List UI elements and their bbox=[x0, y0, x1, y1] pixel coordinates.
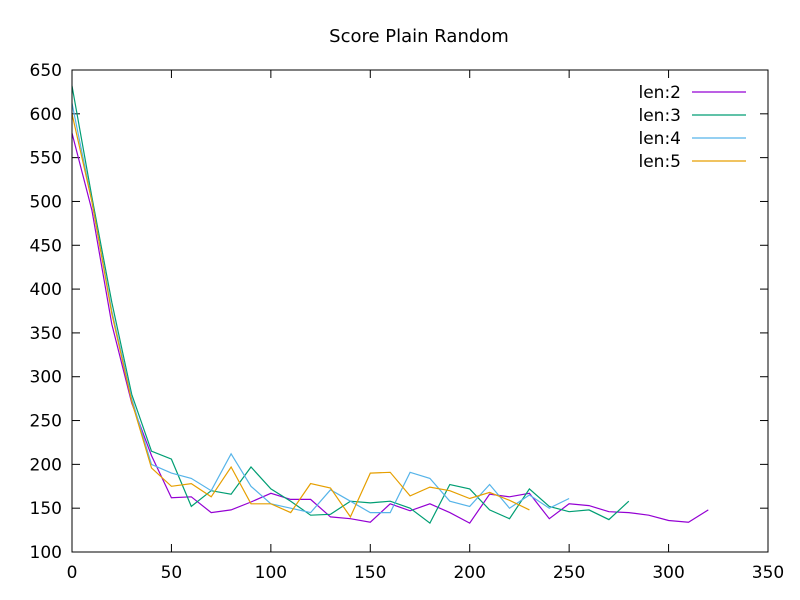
x-tick-label: 300 bbox=[652, 563, 684, 583]
series-group bbox=[71, 85, 709, 525]
y-axis: 100 150 200 250 300 350 400 450 500 550 600 650 bbox=[30, 61, 768, 563]
y-tick-label: 400 bbox=[30, 280, 62, 300]
y-tick-label: 150 bbox=[30, 499, 62, 519]
y-tick-label: 600 bbox=[30, 105, 62, 125]
y-tick-label: 650 bbox=[30, 61, 62, 81]
chart-title: Score Plain Random bbox=[329, 26, 509, 47]
y-tick-label: 550 bbox=[30, 149, 62, 169]
x-axis: 0 50 100 150 200 250 300 350 bbox=[67, 70, 784, 583]
y-tick-label: 450 bbox=[30, 236, 62, 256]
series-line-len-5 bbox=[71, 113, 530, 519]
legend-label: len:5 bbox=[639, 152, 682, 172]
x-tick-label: 0 bbox=[67, 563, 78, 583]
legend-label: len:4 bbox=[639, 129, 682, 149]
x-tick-label: 350 bbox=[752, 563, 784, 583]
x-tick-label: 150 bbox=[354, 563, 386, 583]
x-tick-label: 50 bbox=[161, 563, 183, 583]
plot-frame bbox=[71, 69, 769, 553]
y-tick-label: 500 bbox=[30, 192, 62, 212]
x-tick-label: 250 bbox=[553, 563, 585, 583]
legend-label: len:2 bbox=[639, 83, 682, 103]
x-tick-label: 200 bbox=[453, 563, 485, 583]
y-tick-label: 100 bbox=[30, 543, 62, 563]
y-tick-label: 300 bbox=[30, 368, 62, 388]
series-line-len-3 bbox=[71, 85, 630, 525]
legend: len:2 len:3 len:4 len:5 bbox=[639, 83, 746, 172]
y-tick-label: 200 bbox=[30, 455, 62, 475]
series-line-len-2 bbox=[71, 132, 709, 524]
legend-label: len:3 bbox=[639, 106, 682, 126]
y-tick-label: 250 bbox=[30, 412, 62, 432]
series-line-len-4 bbox=[71, 103, 570, 514]
x-tick-label: 100 bbox=[255, 563, 287, 583]
y-tick-label: 350 bbox=[30, 324, 62, 344]
